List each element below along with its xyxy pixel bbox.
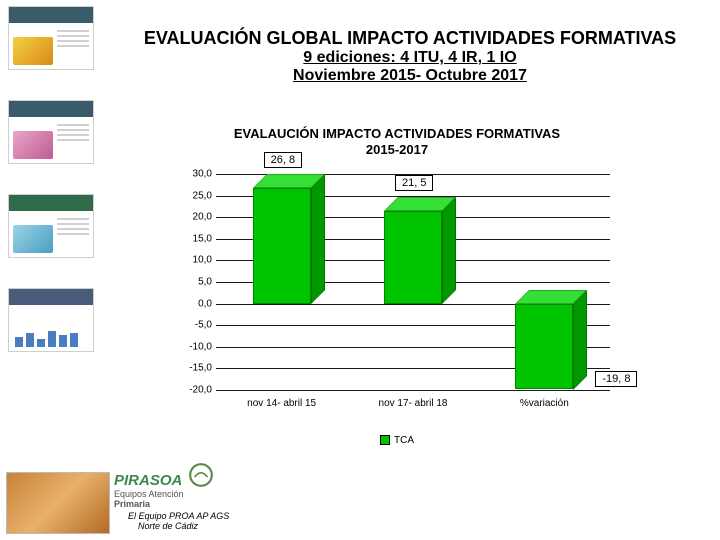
y-tick-label: 10,0 [174,255,212,266]
bar-value-label: 21, 5 [395,175,433,191]
footer-logo: PIRASOA Equipos Atención Primaria [114,472,234,506]
chart-title-line1: EVALAUCIÓN IMPACTO ACTIVIDADES FORMATIVA… [234,126,560,141]
y-tick-label: -5,0 [174,320,212,331]
bar-value-label: -19, 8 [595,371,637,387]
thumb-image [13,131,53,159]
y-tick-label: 0,0 [174,298,212,309]
bar-value-label: 26, 8 [264,152,302,168]
y-tick-label: 30,0 [174,169,212,180]
thumb-image [13,225,53,253]
header-block: EVALUACIÓN GLOBAL IMPACTO ACTIVIDADES FO… [120,28,700,85]
y-tick-label: 15,0 [174,233,212,244]
thumb-image [13,37,53,65]
thumb-text-lines [57,121,89,144]
y-tick-label: -15,0 [174,363,212,374]
thumbnail-3 [8,194,94,258]
footer-credit-line2: Norte de Cádiz [138,521,198,531]
footer-logo-sub: Equipos Atención Primaria [114,489,234,509]
chart-container: EVALAUCIÓN IMPACTO ACTIVIDADES FORMATIVA… [166,120,628,452]
thumb-text-lines [57,215,89,238]
chart-legend: TCA [166,435,628,446]
footer-credit-line1: El Equipo PROA AP AGS [128,511,229,521]
thumb-header-bar [9,195,93,211]
y-tick-label: 20,0 [174,212,212,223]
thumb-bar-row [15,329,87,347]
chart-title-line2: 2015-2017 [366,142,428,157]
thumb-header-bar [9,7,93,23]
thumb-text-lines [57,27,89,50]
thumbnail-column [8,6,94,352]
y-tick-label: 5,0 [174,277,212,288]
footer-logo-sub-1: Equipos Atención [114,489,184,499]
page-subtitle-1: 9 ediciones: 4 ITU, 4 IR, 1 IO [120,49,700,67]
footer-logo-sub-2: Primaria [114,499,150,509]
y-tick-label: 25,0 [174,190,212,201]
x-tick-label: %variación [482,398,607,409]
footer-photo [6,472,110,534]
x-tick-label: nov 14- abril 15 [219,398,344,409]
thumbnail-4 [8,288,94,352]
page-title: EVALUACIÓN GLOBAL IMPACTO ACTIVIDADES FO… [120,28,700,49]
gridline [216,390,610,391]
footer-logo-title: PIRASOA [114,472,234,489]
chart-title: EVALAUCIÓN IMPACTO ACTIVIDADES FORMATIVA… [166,120,628,157]
x-tick-label: nov 17- abril 18 [350,398,475,409]
legend-swatch [380,435,390,445]
page: EVALUACIÓN GLOBAL IMPACTO ACTIVIDADES FO… [0,0,720,540]
agency-icon [188,462,214,488]
plot-area: 30,025,020,015,010,05,00,0-5,0-10,0-15,0… [216,174,610,390]
thumbnail-2 [8,100,94,164]
thumbnail-1 [8,6,94,70]
legend-label: TCA [394,435,414,446]
thumb-header-bar [9,101,93,117]
footer-credit: El Equipo PROA AP AGS Norte de Cádiz [128,512,229,532]
thumb-header-bar [9,289,93,305]
y-tick-label: -20,0 [174,385,212,396]
page-subtitle-2: Noviembre 2015- Octubre 2017 [120,67,700,85]
y-tick-label: -10,0 [174,341,212,352]
